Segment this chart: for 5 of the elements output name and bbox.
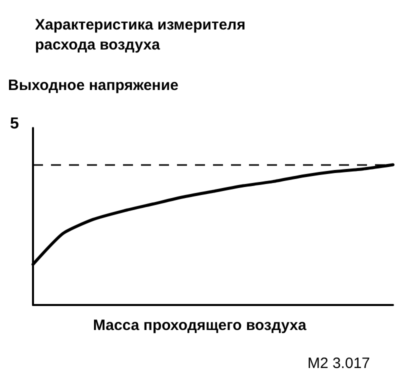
x-axis-title: Масса проходящего воздуха: [93, 317, 308, 334]
text: 5: [10, 116, 19, 132]
y-axis-title: Выходное напряжение: [8, 77, 178, 94]
text: M2 3.017: [307, 355, 370, 372]
chart-title: Характеристика измерителя расхода воздуха: [35, 16, 246, 54]
